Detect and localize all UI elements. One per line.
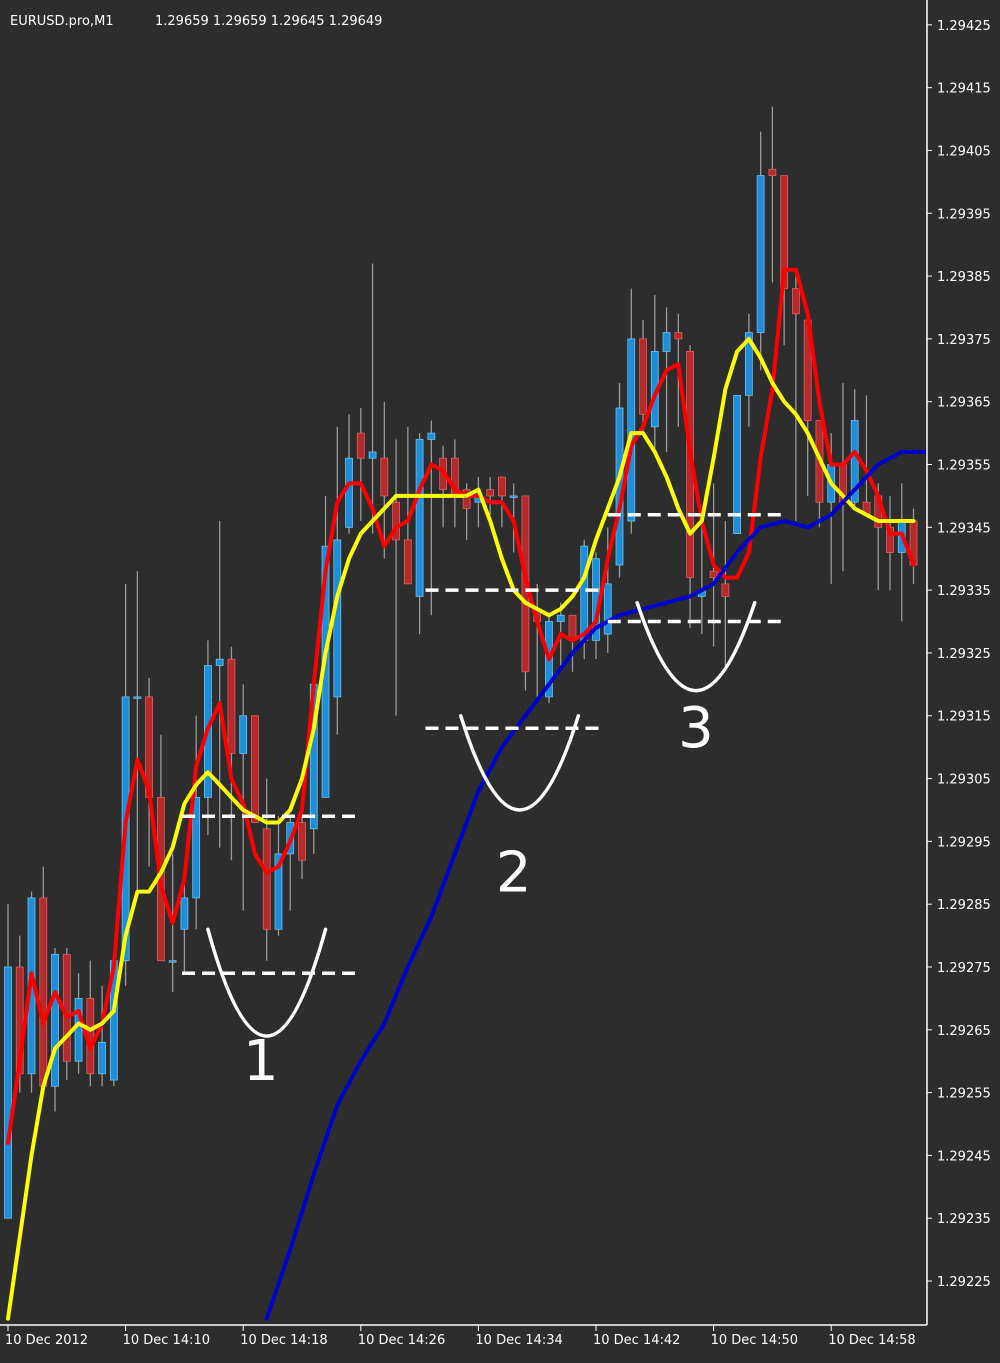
bull-candle	[733, 395, 742, 534]
annotations-layer: 1 2 3	[182, 513, 782, 1094]
bear-candle	[262, 828, 271, 930]
pattern-number-label: 3	[678, 696, 714, 761]
bear-candle	[39, 897, 48, 1087]
y-tick-label: 1.29275	[937, 961, 991, 976]
x-tick-label: 10 Dec 2012	[5, 1333, 88, 1348]
bear-candle	[380, 457, 389, 497]
x-tick-label: 10 Dec 14:34	[475, 1333, 562, 1348]
y-tick-label: 1.29315	[937, 710, 991, 725]
y-tick-label: 1.29235	[937, 1212, 991, 1227]
bear-candle	[462, 489, 471, 509]
bear-candle	[498, 476, 506, 497]
x-tick-label: 10 Dec 14:42	[593, 1333, 680, 1348]
y-tick-label: 1.29295	[937, 835, 991, 850]
y-tick-label: 1.29395	[937, 207, 991, 222]
bull-candle	[345, 457, 353, 528]
chart-header-ohlc: 1.29659 1.29659 1.29645 1.29649	[155, 14, 382, 29]
bear-candle	[709, 570, 718, 578]
bull-candle	[239, 715, 248, 754]
ma-fast-line	[6, 267, 916, 1145]
bull-candle	[133, 696, 142, 699]
pattern-number-label: 2	[496, 841, 532, 906]
bull-candle	[627, 338, 636, 522]
bull-candle	[4, 966, 12, 1219]
y-tick-label: 1.29385	[937, 270, 991, 285]
y-tick-label: 1.29245	[937, 1149, 991, 1164]
bear-candle	[721, 583, 730, 597]
bear-candle	[568, 614, 577, 641]
y-tick-label: 1.29335	[937, 584, 991, 599]
y-tick-label: 1.29265	[937, 1024, 991, 1039]
bull-candle	[850, 420, 859, 503]
bull-candle	[51, 954, 59, 1087]
y-tick-label: 1.29305	[937, 773, 991, 788]
bull-candle	[756, 175, 765, 334]
y-tick-label: 1.29405	[937, 144, 991, 159]
chart-header-symbol: EURUSD.pro,M1	[10, 14, 114, 29]
bull-candle	[662, 332, 671, 352]
bear-candle	[227, 658, 236, 754]
ma-mid-line	[6, 336, 916, 1321]
x-tick-label: 10 Dec 14:18	[240, 1333, 327, 1348]
bear-candle	[392, 501, 400, 541]
pattern-number-label: 1	[243, 1029, 279, 1094]
y-tick-label: 1.29415	[937, 82, 991, 97]
bull-candle	[333, 539, 342, 698]
x-tick-label: 10 Dec 14:26	[358, 1333, 445, 1348]
bull-candle	[368, 451, 377, 459]
y-tick-label: 1.29425	[937, 19, 991, 34]
cup-arc	[635, 600, 757, 693]
bull-candle	[556, 614, 565, 622]
y-tick-label: 1.29365	[937, 396, 991, 411]
bear-candle	[251, 715, 259, 823]
bear-candle	[639, 338, 647, 415]
x-tick-label: 10 Dec 14:50	[711, 1333, 798, 1348]
bear-candle	[768, 168, 777, 176]
y-tick-label: 1.29345	[937, 521, 991, 536]
bear-candle	[298, 822, 306, 861]
bull-candle	[215, 658, 224, 666]
cup-arc	[459, 713, 581, 812]
bull-candle	[427, 432, 436, 440]
bear-candle	[403, 539, 412, 585]
x-tick-label: 10 Dec 14:58	[828, 1333, 915, 1348]
y-tick-label: 1.29285	[937, 898, 991, 913]
y-tick-label: 1.29325	[937, 647, 991, 662]
bull-candle	[74, 997, 83, 1062]
ma-slow-line	[264, 449, 927, 1321]
y-tick-label: 1.29375	[937, 333, 991, 348]
y-tick-label: 1.29355	[937, 459, 991, 474]
cup-arc	[206, 927, 328, 1038]
bear-candle	[486, 489, 495, 497]
bull-candle	[603, 583, 612, 635]
bull-candle	[580, 545, 589, 641]
bull-candle	[744, 332, 753, 396]
bear-candle	[792, 288, 800, 315]
bull-candle	[192, 797, 201, 899]
bear-candle	[674, 332, 683, 340]
bull-candle	[168, 960, 177, 963]
bear-candle	[356, 432, 365, 459]
bull-candle	[98, 1041, 106, 1075]
moving-averages-layer	[6, 267, 927, 1321]
x-tick-label: 10 Dec 14:10	[123, 1333, 210, 1348]
y-tick-label: 1.29255	[937, 1087, 991, 1102]
bull-candle	[274, 853, 283, 930]
bull-candle	[415, 438, 424, 597]
bull-candle	[180, 897, 189, 930]
y-tick-label: 1.29225	[937, 1275, 991, 1290]
bull-candle	[509, 495, 518, 498]
